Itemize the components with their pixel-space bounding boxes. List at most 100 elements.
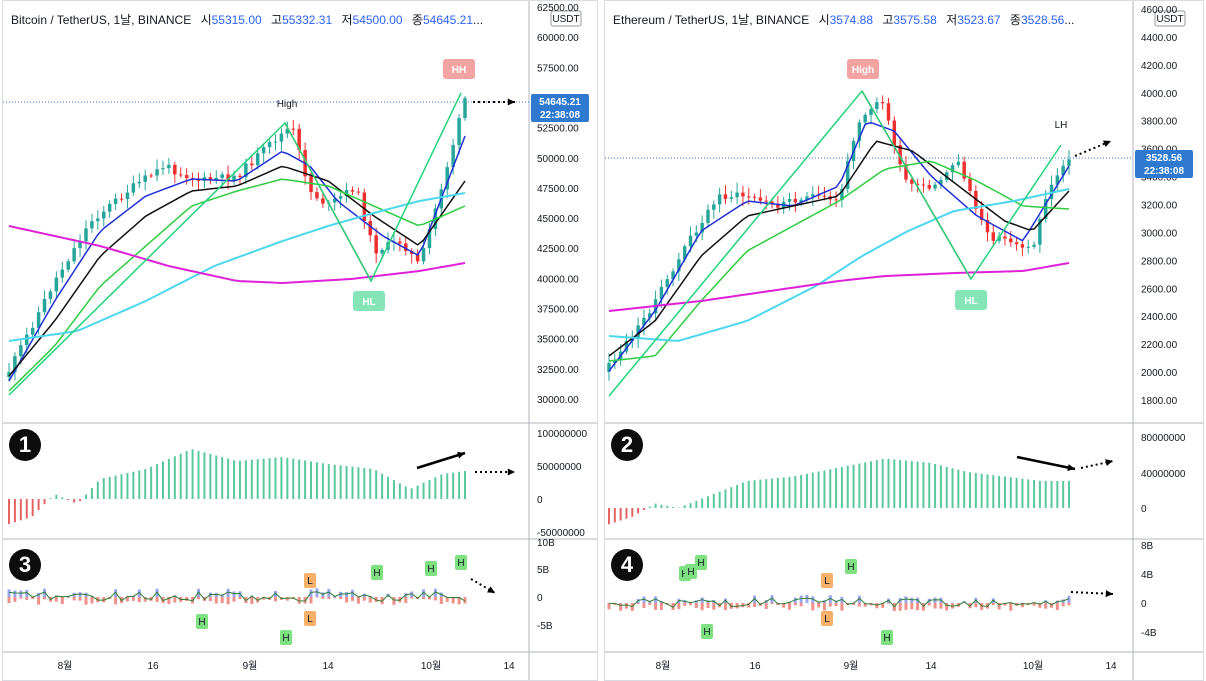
volume-bar: [244, 460, 247, 499]
btc-low-value: 54500.00: [352, 13, 403, 27]
oscillator-bar-neg: [636, 603, 640, 605]
oscillator-bar-neg: [345, 597, 349, 603]
badge-3: 3: [9, 549, 41, 581]
oscillator-bar-neg: [677, 603, 681, 610]
volume-bar: [262, 458, 265, 499]
candle: [671, 271, 675, 280]
oscillator-bar-neg: [735, 603, 739, 609]
candle: [880, 102, 885, 104]
volume-bar: [642, 508, 645, 510]
volume-bar: [759, 479, 762, 508]
oscillator-bar-neg: [886, 603, 890, 604]
candle: [793, 198, 798, 203]
oscillator-bar-neg: [654, 603, 658, 610]
volume-bar: [156, 464, 159, 499]
volume-bar: [887, 458, 890, 508]
volume-bar: [1068, 481, 1070, 508]
volume-bar: [114, 475, 117, 499]
volume-bar: [315, 462, 318, 499]
candle: [297, 128, 301, 151]
oscillator-bar: [770, 595, 774, 603]
eth-chart-panel[interactable]: Ethereum / TetherUS, 1날, BINANCE 시3574.8…: [604, 0, 1204, 681]
oscillator-bar-neg: [72, 597, 76, 601]
volume-bar: [375, 470, 378, 499]
volume-bar: [800, 474, 803, 508]
oscillator-bar-neg: [350, 597, 354, 601]
ma-cyan: [8, 192, 466, 342]
volume-bar: [712, 493, 715, 508]
candle: [752, 196, 757, 198]
candle: [741, 192, 745, 197]
volume-bar: [776, 477, 779, 508]
volume-bar: [464, 471, 466, 499]
candle: [822, 195, 827, 197]
candle: [700, 222, 704, 233]
volume-bar: [852, 464, 855, 508]
candle: [267, 142, 272, 148]
price-axis-label: 37500.00: [537, 305, 579, 316]
candle: [665, 279, 669, 287]
date-axis-label: 16: [147, 661, 159, 672]
volume-bar: [637, 508, 640, 514]
volume-bar: [238, 460, 241, 499]
volume-bar: [120, 474, 123, 499]
candle: [956, 161, 961, 166]
oscillator-axis-label: 0: [1141, 599, 1147, 610]
oscillator-bar-neg: [439, 597, 443, 604]
price-axis-label: 50000.00: [537, 154, 579, 165]
candle: [682, 246, 687, 260]
volume-bar: [434, 477, 437, 499]
candle: [805, 196, 809, 200]
date-axis-label: 9월: [844, 660, 859, 672]
oscillator-bar-neg: [84, 597, 88, 605]
oscillator-bar: [811, 596, 815, 603]
candle: [659, 286, 664, 300]
oscillator-bar-neg: [1009, 603, 1013, 611]
btc-chart-panel[interactable]: Bitcoin / TetherUS, 1날, BINANCE 시55315.0…: [2, 0, 598, 681]
volume-bar: [910, 461, 913, 508]
oscillator-bar-neg: [811, 603, 815, 611]
candle: [30, 327, 35, 335]
volume-bar: [369, 468, 372, 499]
volume-bar: [84, 494, 87, 499]
eth-legend: Ethereum / TetherUS, 1날, BINANCE 시3574.8…: [613, 13, 1075, 27]
candle: [143, 175, 147, 182]
candle: [398, 241, 402, 244]
candle: [332, 198, 337, 203]
btc-chart-canvas[interactable]: USDT62500.0060000.0057500.0055000.005250…: [3, 1, 598, 681]
volume-bar: [1021, 478, 1024, 508]
volume-bar: [357, 467, 360, 499]
volume-bar: [233, 460, 236, 499]
volume-axis-label: -50000000: [537, 528, 585, 539]
candle: [173, 164, 177, 175]
oscillator-bar-neg: [747, 603, 751, 608]
oscillator-bar-neg: [185, 597, 189, 601]
candle: [846, 161, 850, 189]
candle: [36, 312, 41, 328]
arrow-head: [1105, 590, 1113, 598]
oscillator-bar-neg: [285, 597, 289, 601]
btc-hl-label: HL: [362, 297, 375, 308]
volume-bar: [730, 487, 733, 508]
oscillator-bar: [131, 595, 135, 598]
volume-bar: [672, 507, 675, 508]
volume-bar: [631, 508, 634, 517]
volume-bar: [227, 458, 230, 499]
volume-bar: [19, 499, 22, 521]
price-axis-label: 4400.00: [1141, 33, 1178, 44]
volume-bar: [1015, 477, 1018, 508]
current-price-value: 54645.21: [539, 97, 581, 108]
arrow-head: [1105, 459, 1113, 466]
candle: [60, 269, 65, 278]
oscillator-bar-neg: [433, 597, 437, 601]
oscillator-bar-neg: [309, 597, 313, 604]
oscillator-bar: [642, 596, 646, 603]
volume-bar: [274, 457, 277, 499]
oscillator-bar: [799, 595, 803, 603]
volume-bar: [25, 499, 28, 519]
pivot-tag-bg: [425, 561, 437, 576]
volume-bar: [811, 472, 814, 508]
oscillator-bar-neg: [1020, 603, 1024, 608]
volume-axis-label: 100000000: [537, 429, 587, 440]
